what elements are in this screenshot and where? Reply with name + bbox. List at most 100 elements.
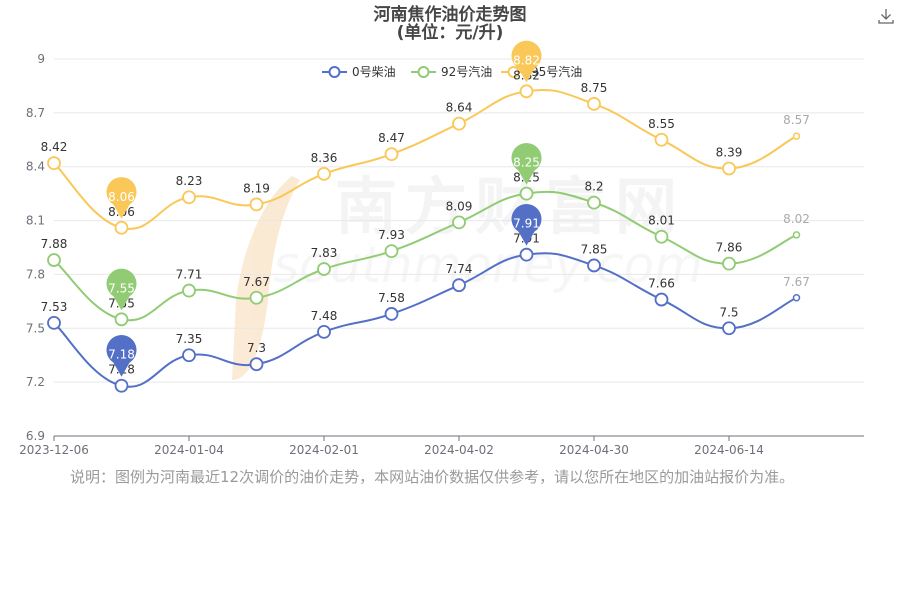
y-tick-label: 8.1 bbox=[26, 214, 45, 228]
data-point bbox=[792, 132, 801, 140]
value-pin: 7.18 bbox=[106, 335, 137, 377]
data-point bbox=[792, 294, 801, 302]
data-point bbox=[587, 258, 601, 273]
data-label: 7.86 bbox=[716, 241, 743, 255]
pin-label: 8.82 bbox=[513, 53, 540, 67]
data-point bbox=[722, 161, 736, 176]
data-label: 7.74 bbox=[446, 262, 473, 276]
data-label: 7.5 bbox=[719, 305, 738, 319]
value-pin: 7.55 bbox=[106, 268, 137, 311]
data-label: 8.39 bbox=[716, 146, 743, 160]
data-label: 7.71 bbox=[176, 268, 203, 282]
y-tick-label: 7.5 bbox=[26, 321, 45, 335]
watermark-subtext: southmoney.com bbox=[273, 236, 703, 294]
data-label: 8.64 bbox=[446, 101, 473, 115]
data-label: 7.53 bbox=[41, 300, 68, 314]
data-point bbox=[47, 315, 61, 330]
data-point bbox=[384, 307, 399, 321]
watermark-text: 南方财富网 bbox=[335, 170, 685, 243]
pin-label: 7.18 bbox=[108, 348, 135, 362]
y-tick-label: 6.9 bbox=[26, 429, 45, 443]
data-label: 7.48 bbox=[311, 309, 338, 323]
data-label: 7.35 bbox=[176, 332, 203, 346]
y-tick-label: 8.7 bbox=[26, 106, 45, 120]
data-point bbox=[587, 96, 601, 111]
x-tick-label: 2023-12-06 bbox=[19, 443, 89, 457]
legend-item[interactable]: 0号柴油 bbox=[322, 65, 396, 79]
pin-label: 8.25 bbox=[513, 156, 540, 170]
x-tick-label: 2024-06-14 bbox=[694, 443, 764, 457]
data-label: 8.47 bbox=[378, 131, 405, 145]
download-button[interactable] bbox=[876, 6, 896, 26]
data-point bbox=[114, 378, 129, 393]
data-label: 7.88 bbox=[41, 237, 68, 251]
pin-shape bbox=[511, 142, 542, 185]
data-point bbox=[317, 166, 331, 181]
legend-label: 92号汽油 bbox=[441, 64, 492, 79]
data-label: 8.09 bbox=[446, 199, 473, 213]
data-point bbox=[452, 116, 466, 131]
data-point bbox=[792, 231, 801, 239]
pin-shape bbox=[511, 40, 542, 83]
legend-marker bbox=[328, 66, 341, 78]
data-point bbox=[317, 324, 331, 339]
data-label: 8.42 bbox=[41, 140, 68, 154]
data-label: 7.67 bbox=[783, 275, 810, 289]
data-label: 8.01 bbox=[648, 214, 675, 228]
data-label: 8.2 bbox=[584, 180, 603, 194]
y-tick-label: 8.4 bbox=[26, 160, 45, 174]
x-tick-label: 2024-01-04 bbox=[154, 443, 224, 457]
data-point bbox=[384, 147, 399, 162]
data-point bbox=[452, 215, 466, 230]
legend-item[interactable]: 92号汽油 bbox=[411, 64, 492, 79]
data-label: 7.85 bbox=[581, 242, 608, 256]
pin-label: 7.55 bbox=[108, 281, 135, 295]
data-point bbox=[519, 84, 534, 99]
pin-shape bbox=[106, 177, 137, 219]
legend-label: 0号柴油 bbox=[352, 65, 396, 79]
data-point bbox=[654, 292, 669, 307]
y-tick-label: 9 bbox=[37, 52, 45, 66]
data-label: 7.3 bbox=[247, 341, 266, 355]
legend-item[interactable]: 95号汽油 bbox=[501, 64, 582, 79]
chart-subtitle: (单位：元/升) bbox=[397, 22, 504, 43]
chart-note: 说明：图例为河南最近12次调价的油价走势，本网站油价数据仅供参考，请以您所在地区… bbox=[70, 468, 795, 486]
data-point bbox=[182, 283, 196, 298]
data-label: 8.75 bbox=[581, 81, 608, 95]
value-pin: 8.06 bbox=[106, 177, 137, 219]
y-tick-label: 7.2 bbox=[26, 375, 45, 389]
data-label: 7.83 bbox=[311, 246, 338, 260]
legend-marker bbox=[417, 66, 430, 78]
data-label: 7.58 bbox=[378, 291, 405, 305]
pin-shape bbox=[106, 335, 137, 377]
data-label: 8.19 bbox=[243, 181, 270, 195]
data-point bbox=[182, 190, 196, 205]
data-point bbox=[47, 253, 61, 267]
y-tick-label: 7.8 bbox=[26, 267, 45, 281]
data-label: 8.23 bbox=[176, 174, 203, 188]
data-point bbox=[654, 132, 669, 147]
data-point bbox=[654, 229, 669, 244]
data-point bbox=[114, 220, 129, 235]
value-pin: 8.25 bbox=[511, 142, 542, 185]
legend-marker bbox=[507, 66, 520, 78]
download-icon bbox=[878, 9, 894, 24]
data-label: 7.67 bbox=[243, 275, 270, 289]
data-point bbox=[249, 290, 264, 305]
watermark-swoosh bbox=[232, 176, 300, 380]
data-point bbox=[452, 278, 466, 293]
pin-shape bbox=[511, 203, 542, 246]
data-label: 8.57 bbox=[783, 113, 810, 127]
data-point bbox=[722, 321, 736, 336]
data-label: 8.36 bbox=[311, 151, 338, 165]
data-point bbox=[182, 348, 196, 363]
data-point bbox=[249, 357, 264, 372]
data-label: 7.66 bbox=[648, 277, 675, 291]
pin-label: 8.06 bbox=[108, 190, 135, 204]
value-pin: 8.82 bbox=[511, 40, 542, 83]
data-point bbox=[519, 247, 534, 262]
data-point bbox=[317, 262, 331, 276]
x-tick-label: 2024-02-01 bbox=[289, 443, 359, 457]
